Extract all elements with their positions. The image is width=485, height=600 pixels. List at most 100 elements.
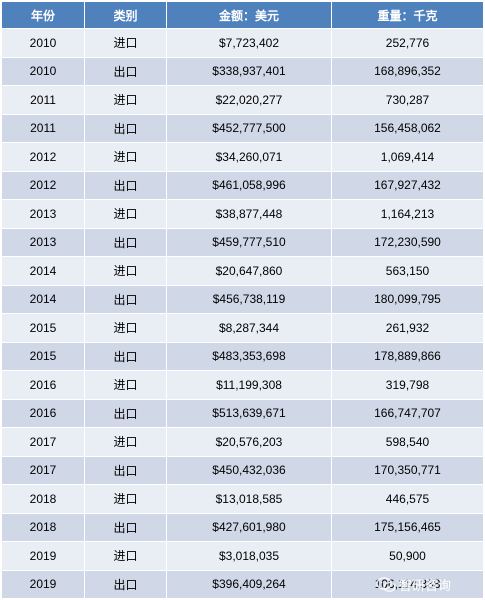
cell-category: 进口 [85, 371, 167, 400]
cell-amount: $513,639,671 [167, 399, 332, 428]
header-category: 类别 [85, 2, 167, 29]
cell-amount: $20,576,203 [167, 428, 332, 457]
cell-year: 2016 [2, 371, 85, 400]
table-row: 2016 进口 $11,199,308 319,798 [2, 371, 483, 400]
table-row: 2010 进口 $7,723,402 252,776 [2, 29, 483, 58]
cell-weight: 170,350,771 [332, 456, 483, 485]
cell-category: 出口 [85, 399, 167, 428]
table-row: 2017 出口 $450,432,036 170,350,771 [2, 456, 483, 485]
cell-category: 进口 [85, 314, 167, 343]
cell-weight: 319,798 [332, 371, 483, 400]
cell-amount: $427,601,980 [167, 513, 332, 542]
cell-amount: $450,432,036 [167, 456, 332, 485]
cell-amount: $7,723,402 [167, 29, 332, 58]
cell-weight: 168,896,352 [332, 57, 483, 86]
cell-amount: $34,260,071 [167, 143, 332, 172]
cell-category: 进口 [85, 143, 167, 172]
cell-year: 2010 [2, 29, 85, 58]
cell-year: 2015 [2, 342, 85, 371]
cell-weight: 166,747,707 [332, 399, 483, 428]
header-amount-usd: 金额：美元 [167, 2, 332, 29]
table-row: 2018 出口 $427,601,980 175,156,465 [2, 513, 483, 542]
cell-category: 出口 [85, 342, 167, 371]
cell-category: 进口 [85, 485, 167, 514]
cell-weight: 598,540 [332, 428, 483, 457]
cell-amount: $452,777,500 [167, 114, 332, 143]
table-row: 2019 出口 $396,409,264 106,114,338 [2, 570, 483, 599]
table-row: 2011 进口 $22,020,277 730,287 [2, 86, 483, 115]
cell-category: 出口 [85, 513, 167, 542]
cell-amount: $22,020,277 [167, 86, 332, 115]
cell-weight: 180,099,795 [332, 285, 483, 314]
header-row: 年份 类别 金额：美元 重量：千克 [2, 2, 483, 29]
table-body: 2010 进口 $7,723,402 252,776 2010 出口 $338,937,40… [2, 29, 483, 599]
table-row: 2010 出口 $338,937,401 168,896,352 [2, 57, 483, 86]
cell-category: 出口 [85, 57, 167, 86]
cell-weight: 167,927,432 [332, 171, 483, 200]
cell-weight: 1,164,213 [332, 200, 483, 229]
cell-year: 2016 [2, 399, 85, 428]
cell-weight: 252,776 [332, 29, 483, 58]
table-row: 2014 出口 $456,738,119 180,099,795 [2, 285, 483, 314]
cell-year: 2018 [2, 485, 85, 514]
cell-year: 2012 [2, 143, 85, 172]
table-row: 2012 进口 $34,260,071 1,069,414 [2, 143, 483, 172]
table-row: 2015 出口 $483,353,698 178,889,866 [2, 342, 483, 371]
cell-year: 2017 [2, 428, 85, 457]
cell-category: 出口 [85, 456, 167, 485]
cell-amount: $338,937,401 [167, 57, 332, 86]
cell-category: 出口 [85, 114, 167, 143]
table-row: 2011 出口 $452,777,500 156,458,062 [2, 114, 483, 143]
cell-category: 进口 [85, 257, 167, 286]
cell-year: 2014 [2, 257, 85, 286]
table-header: 年份 类别 金额：美元 重量：千克 [2, 2, 483, 29]
cell-category: 进口 [85, 29, 167, 58]
cell-weight: 261,932 [332, 314, 483, 343]
table-row: 2019 进口 $3,018,035 50,900 [2, 542, 483, 571]
cell-year: 2017 [2, 456, 85, 485]
table-row: 2012 出口 $461,058,996 167,927,432 [2, 171, 483, 200]
cell-weight: 1,069,414 [332, 143, 483, 172]
cell-amount: $8,287,344 [167, 314, 332, 343]
cell-category: 出口 [85, 171, 167, 200]
cell-weight: 156,458,062 [332, 114, 483, 143]
cell-category: 出口 [85, 570, 167, 599]
cell-weight: 175,156,465 [332, 513, 483, 542]
cell-year: 2011 [2, 114, 85, 143]
cell-weight: 563,150 [332, 257, 483, 286]
cell-year: 2011 [2, 86, 85, 115]
table-row: 2016 出口 $513,639,671 166,747,707 [2, 399, 483, 428]
cell-year: 2015 [2, 314, 85, 343]
cell-amount: $396,409,264 [167, 570, 332, 599]
cell-year: 2019 [2, 570, 85, 599]
cell-category: 进口 [85, 200, 167, 229]
cell-weight: 446,575 [332, 485, 483, 514]
cell-amount: $20,647,860 [167, 257, 332, 286]
cell-amount: $11,199,308 [167, 371, 332, 400]
cell-year: 2014 [2, 285, 85, 314]
cell-weight: 50,900 [332, 542, 483, 571]
cell-amount: $459,777,510 [167, 228, 332, 257]
cell-year: 2018 [2, 513, 85, 542]
cell-weight: 106,114,338 [332, 570, 483, 599]
cell-category: 进口 [85, 428, 167, 457]
cell-category: 出口 [85, 285, 167, 314]
cell-year: 2019 [2, 542, 85, 571]
table-row: 2018 进口 $13,018,585 446,575 [2, 485, 483, 514]
table-row: 2013 出口 $459,777,510 172,230,590 [2, 228, 483, 257]
table-row: 2014 进口 $20,647,860 563,150 [2, 257, 483, 286]
cell-amount: $483,353,698 [167, 342, 332, 371]
cell-category: 进口 [85, 542, 167, 571]
cell-year: 2010 [2, 57, 85, 86]
cell-amount: $3,018,035 [167, 542, 332, 571]
cell-amount: $461,058,996 [167, 171, 332, 200]
cell-amount: $38,877,448 [167, 200, 332, 229]
cell-weight: 178,889,866 [332, 342, 483, 371]
header-weight-kg: 重量：千克 [332, 2, 483, 29]
header-year: 年份 [2, 2, 85, 29]
cell-category: 出口 [85, 228, 167, 257]
table-row: 2017 进口 $20,576,203 598,540 [2, 428, 483, 457]
cell-amount: $13,018,585 [167, 485, 332, 514]
cell-year: 2013 [2, 228, 85, 257]
